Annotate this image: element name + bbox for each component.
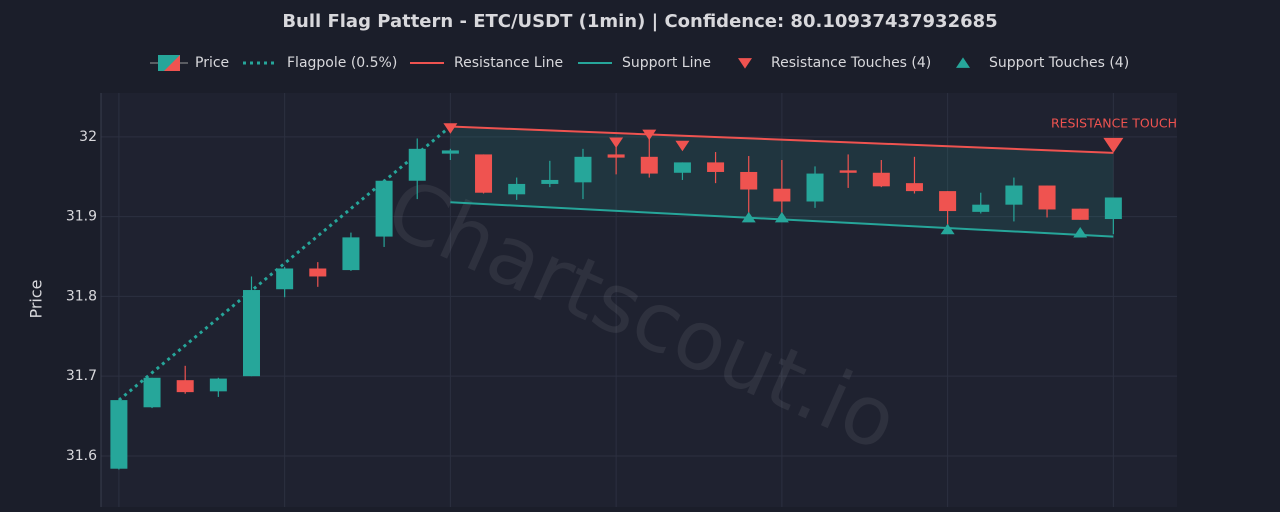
candle-body: [806, 173, 824, 202]
candle-body: [872, 172, 890, 187]
candle-body: [508, 183, 526, 195]
legend-label: Support Line: [622, 55, 711, 71]
candle-body: [110, 400, 128, 469]
candle-body: [607, 154, 625, 158]
candle-body: [972, 204, 990, 212]
line: [450, 125, 1114, 154]
candle-body: [541, 179, 559, 184]
candle-body: [375, 180, 393, 237]
candle-body: [640, 156, 658, 174]
legend-label: Price: [195, 55, 229, 71]
candle-body: [574, 156, 592, 183]
legend-label: Flagpole (0.5%): [287, 55, 397, 71]
legend-icon: [738, 58, 752, 69]
touch-marker: [774, 211, 789, 223]
candle-body: [839, 170, 857, 173]
legend-label: Resistance Line: [454, 55, 563, 71]
touch-marker: [1073, 226, 1088, 238]
annotation-text: RESISTANCE TOUCH: [1051, 115, 1177, 130]
candle-body: [1038, 185, 1056, 210]
candle-body: [905, 183, 923, 192]
candle-body: [309, 268, 327, 277]
candle-body: [408, 148, 426, 181]
candle-body: [740, 171, 758, 190]
legend-icon: [956, 57, 970, 68]
plot-area: [101, 93, 1177, 507]
candle-body: [276, 268, 294, 290]
candle-body: [242, 290, 260, 377]
y-tick-label: 31.8: [66, 288, 97, 304]
y-tick-label: 32: [79, 129, 97, 145]
touch-marker: [741, 211, 756, 223]
legend-label: Resistance Touches (4): [771, 55, 931, 71]
candle-body: [939, 191, 957, 212]
y-tick-label: 31.6: [66, 448, 97, 464]
candle-body: [475, 154, 493, 193]
candle-body: [176, 380, 194, 393]
annotation-marker: [1103, 137, 1124, 153]
touch-marker: [642, 129, 657, 141]
touch-marker: [609, 137, 624, 149]
y-tick-label: 31.9: [66, 209, 97, 225]
candle-body: [209, 378, 227, 392]
legend-icon: [164, 55, 180, 71]
touch-marker: [940, 223, 955, 235]
y-axis-label: Price: [27, 279, 46, 318]
candle-body: [1005, 185, 1023, 205]
touch-marker: [675, 140, 690, 152]
candle-body: [673, 162, 691, 173]
candle-body: [1071, 208, 1089, 220]
candle-body: [441, 150, 459, 154]
candle-body: [143, 377, 161, 408]
candle-body: [1104, 197, 1122, 220]
candle-body: [342, 237, 360, 271]
touch-marker: [443, 123, 458, 134]
candle-body: [773, 188, 791, 202]
legend-label: Support Touches (4): [989, 55, 1129, 71]
y-tick-label: 31.7: [66, 368, 97, 384]
candle-body: [707, 162, 725, 172]
chart-title: Bull Flag Pattern - ETC/USDT (1min) | Co…: [282, 11, 997, 32]
line: [117, 125, 452, 402]
